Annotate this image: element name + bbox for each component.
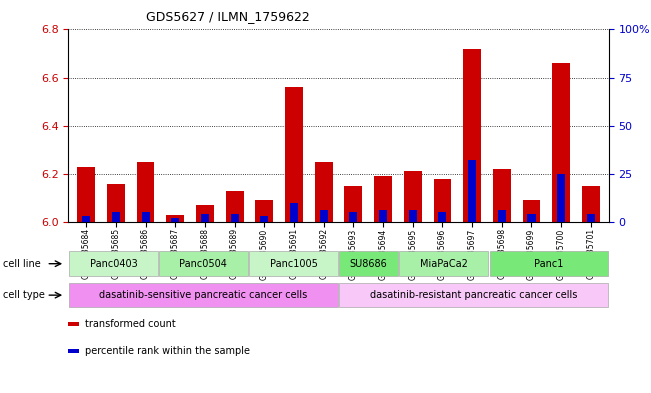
Bar xyxy=(339,252,398,276)
Bar xyxy=(438,213,447,222)
Bar xyxy=(490,252,608,276)
Bar xyxy=(77,167,95,222)
Text: Panc0403: Panc0403 xyxy=(89,259,137,269)
Text: Panc0504: Panc0504 xyxy=(180,259,227,269)
Bar xyxy=(230,214,239,222)
Bar xyxy=(400,252,488,276)
Bar xyxy=(255,200,273,222)
Bar xyxy=(112,213,120,222)
Bar xyxy=(82,216,90,222)
Bar xyxy=(493,169,511,222)
Bar xyxy=(409,211,417,222)
Text: dasatinib-resistant pancreatic cancer cells: dasatinib-resistant pancreatic cancer ce… xyxy=(370,290,577,300)
Bar xyxy=(249,252,338,276)
Bar xyxy=(171,218,179,222)
Bar xyxy=(434,179,451,222)
Text: SU8686: SU8686 xyxy=(350,259,387,269)
Bar xyxy=(141,213,150,222)
Bar xyxy=(69,252,158,276)
Text: MiaPaCa2: MiaPaCa2 xyxy=(420,259,467,269)
Bar xyxy=(350,213,357,222)
Bar xyxy=(379,211,387,222)
Bar xyxy=(587,214,595,222)
Bar xyxy=(527,214,536,222)
Bar xyxy=(137,162,154,222)
Text: percentile rank within the sample: percentile rank within the sample xyxy=(85,346,249,356)
Bar xyxy=(344,186,362,222)
Bar xyxy=(339,283,608,307)
Bar xyxy=(315,162,333,222)
Text: Panc1: Panc1 xyxy=(534,259,563,269)
Bar xyxy=(552,63,570,222)
Bar xyxy=(523,200,540,222)
Bar xyxy=(196,205,214,222)
Bar xyxy=(468,160,476,222)
Bar xyxy=(69,283,338,307)
Bar xyxy=(107,184,125,222)
Bar xyxy=(159,252,247,276)
Bar xyxy=(557,174,565,222)
Bar xyxy=(166,215,184,222)
Bar xyxy=(464,49,481,222)
Bar xyxy=(68,349,79,353)
Text: dasatinib-sensitive pancreatic cancer cells: dasatinib-sensitive pancreatic cancer ce… xyxy=(100,290,307,300)
Bar xyxy=(226,191,243,222)
Bar xyxy=(582,186,600,222)
Text: cell line: cell line xyxy=(3,259,41,269)
Bar xyxy=(320,211,327,222)
Bar xyxy=(201,214,209,222)
Bar xyxy=(68,322,79,326)
Text: Panc1005: Panc1005 xyxy=(270,259,318,269)
Bar xyxy=(404,171,422,222)
Bar xyxy=(498,211,506,222)
Text: cell type: cell type xyxy=(3,290,45,300)
Bar xyxy=(374,176,392,222)
Bar xyxy=(285,87,303,222)
Text: transformed count: transformed count xyxy=(85,319,175,329)
Bar xyxy=(290,203,298,222)
Text: GDS5627 / ILMN_1759622: GDS5627 / ILMN_1759622 xyxy=(146,10,310,23)
Bar xyxy=(260,216,268,222)
